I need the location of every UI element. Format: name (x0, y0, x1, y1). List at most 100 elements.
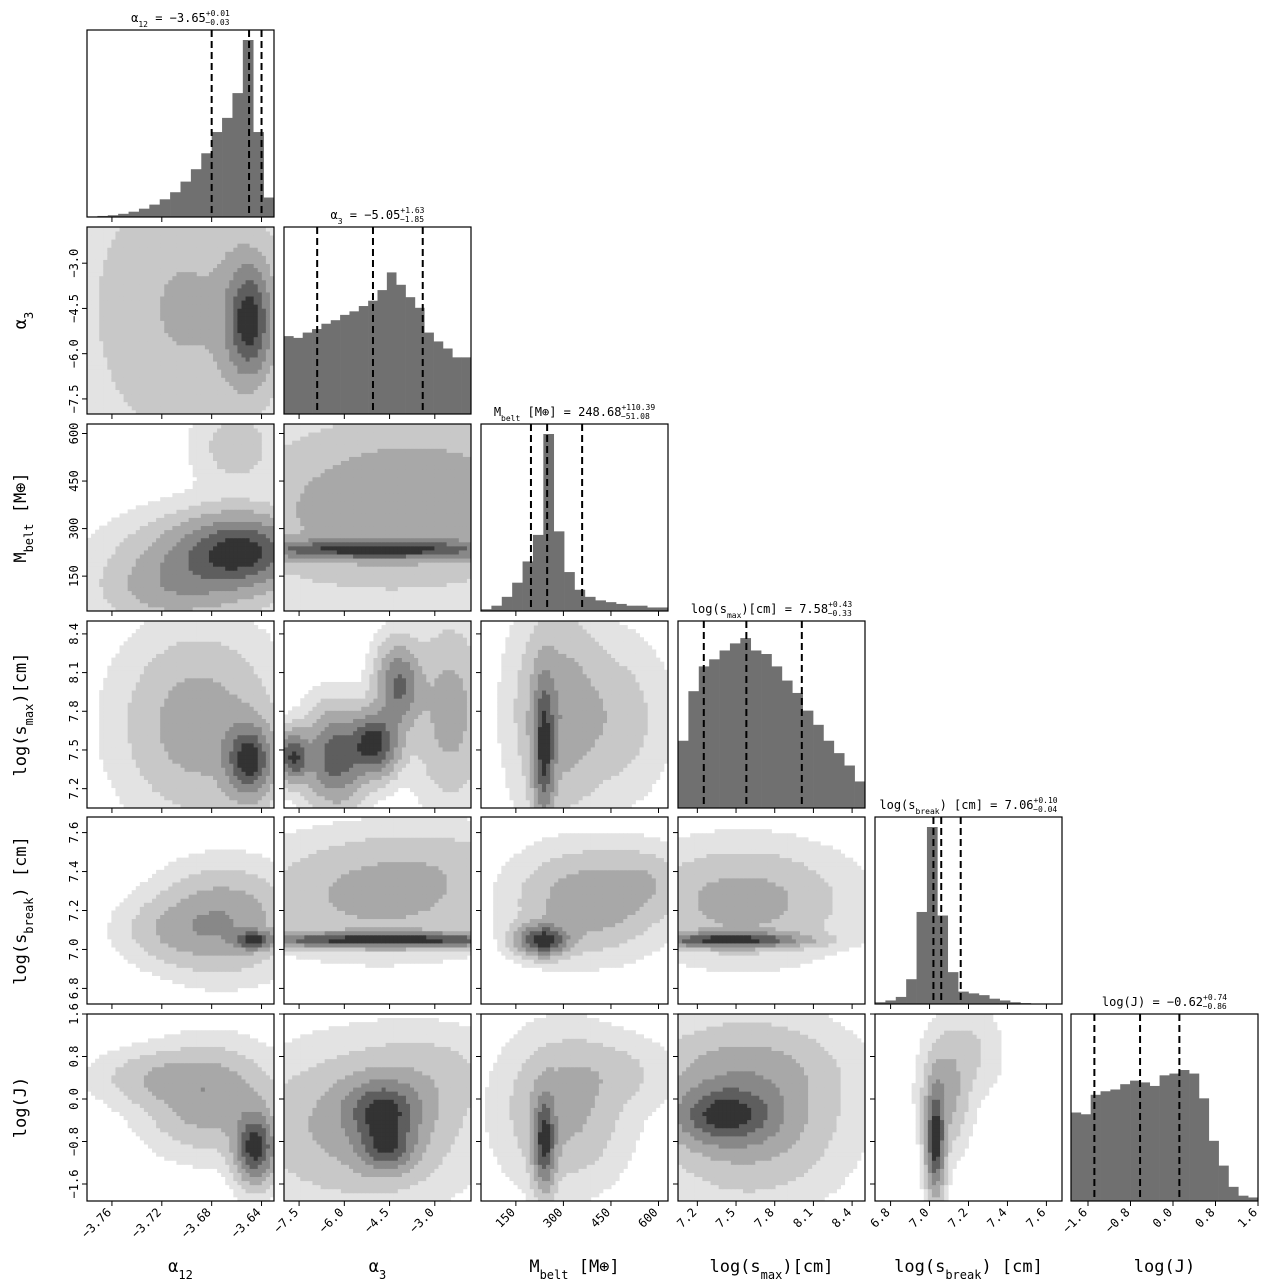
density-cell (245, 472, 251, 478)
density-cell (257, 312, 263, 317)
density-cell (131, 357, 137, 362)
density-cell (192, 545, 198, 551)
density-cell (135, 353, 141, 358)
density-cell (249, 377, 255, 382)
density-cell (208, 484, 214, 490)
density-cell (304, 517, 309, 522)
hist-bar (377, 290, 388, 414)
density-cell (269, 365, 274, 370)
density-cell (196, 444, 202, 449)
density-cell (265, 456, 271, 461)
density-cell (466, 550, 471, 555)
density-cell (381, 570, 387, 575)
density-cell (184, 545, 190, 551)
density-cell (123, 381, 129, 386)
density-cell (196, 489, 202, 494)
density-cell (308, 594, 313, 600)
density-cell (265, 405, 271, 411)
density-cell (389, 541, 395, 547)
density-cell (233, 436, 238, 441)
density-cell (168, 525, 173, 531)
density-cell (233, 373, 238, 378)
density-cell (135, 300, 141, 305)
density-cell (397, 550, 403, 555)
density-cell (184, 513, 190, 518)
density-cell (434, 545, 439, 551)
density-cell (172, 537, 177, 543)
density-cell (434, 517, 439, 522)
density-cell (249, 369, 255, 374)
density-cell (208, 381, 214, 386)
density-cell (292, 501, 297, 506)
density-cell (217, 509, 222, 514)
density-cell (143, 537, 149, 543)
density-cell (365, 594, 370, 600)
density-cell (349, 505, 354, 510)
density-cell (180, 287, 185, 293)
density-cell (300, 501, 305, 506)
density-cell (87, 279, 92, 285)
density-cell (381, 537, 387, 543)
density-cell (152, 324, 157, 330)
density-cell (316, 566, 321, 571)
density-cell (397, 562, 403, 567)
density-cell (115, 332, 120, 338)
density-cell (393, 594, 399, 600)
density-cell (95, 578, 100, 583)
density-cell (225, 275, 230, 281)
density-cell (284, 541, 289, 547)
hist-bar (386, 272, 397, 414)
density-cell (204, 602, 210, 608)
density-cell (180, 606, 185, 611)
density-cell (184, 537, 190, 543)
density-cell (269, 484, 274, 490)
density-cell (434, 594, 439, 600)
density-cell (196, 377, 202, 382)
density-cell (344, 529, 350, 535)
density-cell (221, 373, 226, 378)
density-cell (225, 308, 230, 313)
density-cell (95, 574, 100, 579)
density-cell (434, 586, 439, 592)
density-cell (405, 505, 411, 510)
density-cell (213, 525, 218, 531)
density-cell (156, 251, 161, 256)
density-cell (213, 381, 218, 386)
density-cell (410, 598, 415, 604)
density-cell (111, 251, 116, 256)
density-cell (184, 255, 190, 260)
density-cell (91, 344, 96, 350)
density-cell (261, 602, 267, 608)
density-cell (324, 562, 330, 567)
density-cell (221, 606, 226, 611)
density-cell (369, 509, 374, 514)
density-cell (381, 550, 387, 555)
density-cell (284, 602, 289, 608)
density-cell (233, 456, 238, 461)
density-cell (184, 594, 190, 600)
density-cell (221, 247, 226, 252)
density-cell (237, 558, 242, 563)
density-cell (410, 537, 415, 543)
density-cell (87, 283, 92, 289)
density-cell (261, 525, 267, 531)
density-cell (261, 501, 267, 506)
density-cell (208, 590, 214, 596)
density-cell (200, 308, 206, 313)
density-cell (300, 517, 305, 522)
density-cell (127, 227, 133, 232)
density-cell (115, 393, 120, 399)
density-cell (180, 279, 185, 285)
density-cell (164, 385, 169, 391)
density-cell (462, 566, 468, 571)
density-cell (196, 283, 202, 289)
density-cell (249, 606, 255, 611)
density-cell (139, 283, 145, 289)
density-cell (172, 336, 177, 342)
density-cell (127, 340, 133, 346)
density-cell (284, 521, 289, 527)
density-cell (135, 287, 141, 293)
density-cell (160, 316, 165, 321)
density-cell (164, 369, 169, 374)
density-cell (147, 409, 153, 414)
